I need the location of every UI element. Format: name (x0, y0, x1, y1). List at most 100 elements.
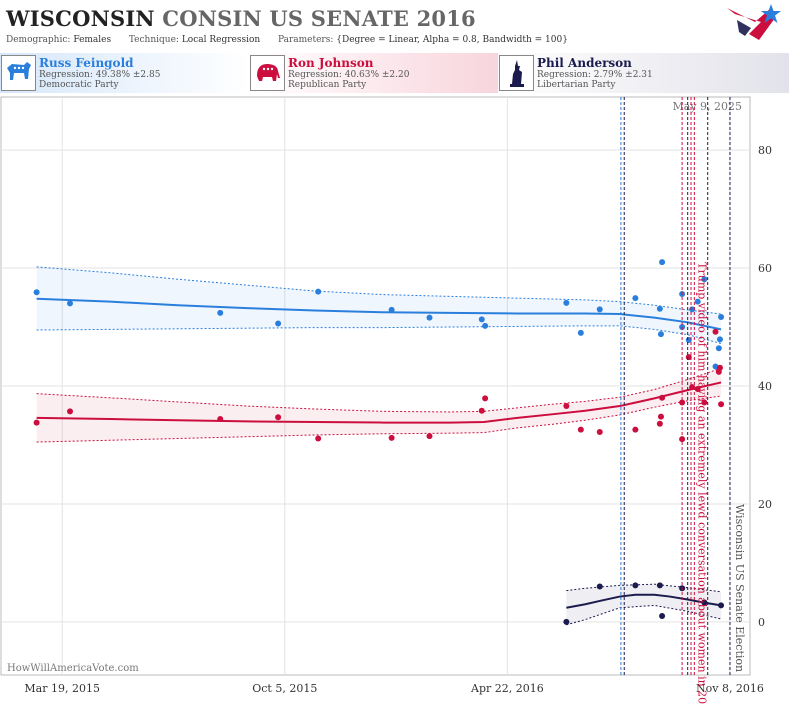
poll-point (701, 599, 708, 606)
poll-point (388, 306, 395, 313)
poll-point (659, 394, 666, 401)
poll-point (632, 426, 639, 433)
title-state: WISCONSIN (6, 6, 155, 31)
poll-point (596, 429, 603, 436)
poll-point (478, 407, 485, 414)
poll-point (315, 288, 322, 295)
poll-point (718, 602, 725, 609)
candidate-party: Libertarian Party (537, 80, 616, 90)
poll-point (275, 320, 282, 327)
poll-point (659, 613, 666, 620)
poll-point (563, 403, 570, 410)
poll-point (657, 413, 664, 420)
elephant-icon (250, 55, 285, 91)
candidate-regression: Regression: 2.79% ±2.31 (537, 70, 653, 80)
poll-point (656, 582, 663, 589)
candidate-name: Ron Johnson (288, 56, 374, 70)
demographic-value: Females (73, 35, 112, 45)
poll-point (33, 289, 40, 296)
poll-point (656, 420, 663, 427)
poll-point (577, 426, 584, 433)
poll-point (217, 309, 224, 316)
technique-value: Local Regression (181, 35, 261, 45)
watermark-text: HowWillAmericaVote.com (7, 663, 139, 674)
legend-item-feingold[interactable]: Russ Feingold Regression: 49.38% ±2.85 D… (0, 53, 250, 93)
x-tick-label: Apr 22, 2016 (470, 682, 544, 695)
poll-point (712, 328, 719, 335)
poll-point (718, 401, 725, 408)
poll-point (482, 322, 489, 329)
poll-point (694, 298, 701, 305)
candidate-legend: Russ Feingold Regression: 49.38% ±2.85 D… (0, 53, 789, 93)
y-tick-label: 40 (758, 380, 772, 393)
event-annotation: Trump video of him having an extremely l… (695, 262, 708, 704)
candidate-regression: Regression: 49.38% ±2.85 (39, 70, 161, 80)
poll-point (659, 259, 666, 266)
candidate-regression: Regression: 40.63% ±2.20 (288, 70, 410, 80)
site-logo-icon[interactable] (725, 2, 783, 48)
poll-point (716, 364, 723, 371)
candidate-party: Republican Party (288, 80, 367, 90)
legend-item-johnson[interactable]: Ron Johnson Regression: 40.63% ±2.20 Rep… (249, 53, 499, 93)
band-upper-line (36, 367, 722, 413)
chart-canvas: 0 20 40 60 80 Mar 19, 2015 Oct 5, 2015 Apr 22, … (0, 96, 772, 704)
x-tick-label: Mar 19, 2015 (24, 682, 100, 695)
poll-point (67, 300, 74, 307)
poll-point (563, 299, 570, 306)
poll-point (67, 408, 74, 415)
poll-chart: 0 20 40 60 80 Mar 19, 2015 Oct 5, 2015 Apr 22, … (0, 95, 789, 704)
poll-point (426, 433, 433, 440)
poll-point (716, 336, 723, 343)
poll-point (656, 305, 663, 312)
trend-line (36, 297, 722, 331)
donkey-icon (1, 55, 36, 91)
poll-point (715, 345, 722, 352)
poll-point (701, 276, 708, 283)
poll-point (596, 306, 603, 313)
poll-point (632, 295, 639, 302)
title-race: CONSIN US SENATE 2016 (162, 6, 476, 31)
parameters-label: Parameters: (277, 35, 334, 45)
poll-point (694, 385, 701, 392)
chart-date-label: May 9, 2025 (672, 100, 742, 113)
poll-point (632, 582, 639, 589)
chart-header: WISCONSIN CONSIN US SENATE 2016 Demograp… (0, 0, 789, 52)
candidate-party: Democratic Party (39, 80, 119, 90)
legend-item-anderson[interactable]: Phil Anderson Regression: 2.79% ±2.31 Li… (498, 53, 789, 93)
parameters-value: {Degree = Linear, Alpha = 0.8, Bandwidth… (336, 35, 568, 45)
y-tick-label: 0 (758, 616, 765, 629)
y-tick-label: 80 (758, 144, 772, 157)
poll-point (563, 618, 570, 625)
confidence-band (36, 368, 722, 443)
poll-point (701, 399, 708, 406)
poll-point (482, 395, 489, 402)
x-tick-label: Oct 5, 2015 (252, 682, 317, 695)
poll-point (388, 434, 395, 441)
x-tick-label: Nov 8, 2016 (696, 682, 764, 695)
poll-point (217, 416, 224, 423)
technique-label: Technique: (128, 35, 179, 45)
y-tick-label: 60 (758, 262, 772, 275)
poll-point (33, 419, 40, 426)
poll-point (657, 331, 664, 338)
liberty-icon (499, 55, 534, 91)
poll-point (315, 435, 322, 442)
event-annotation: Wisconsin US Senate Election (733, 504, 746, 672)
confidence-band (36, 266, 722, 344)
band-upper-line (36, 266, 722, 315)
y-tick-label: 20 (758, 498, 772, 511)
poll-point (596, 583, 603, 590)
trend-line (566, 593, 722, 609)
band-lower-line (36, 395, 722, 443)
candidate-name: Phil Anderson (537, 56, 632, 70)
candidate-name: Russ Feingold (39, 56, 134, 70)
page-title: WISCONSIN CONSIN US SENATE 2016 (6, 6, 476, 31)
demographic-label: Demographic: (6, 35, 71, 45)
band-lower-line (566, 604, 722, 626)
poll-point (718, 313, 725, 320)
band-lower-line (36, 325, 722, 345)
poll-point (478, 316, 485, 323)
poll-point (275, 414, 282, 421)
poll-point (577, 329, 584, 336)
parameters-line: Demographic: Females Technique: Local Re… (6, 35, 568, 45)
